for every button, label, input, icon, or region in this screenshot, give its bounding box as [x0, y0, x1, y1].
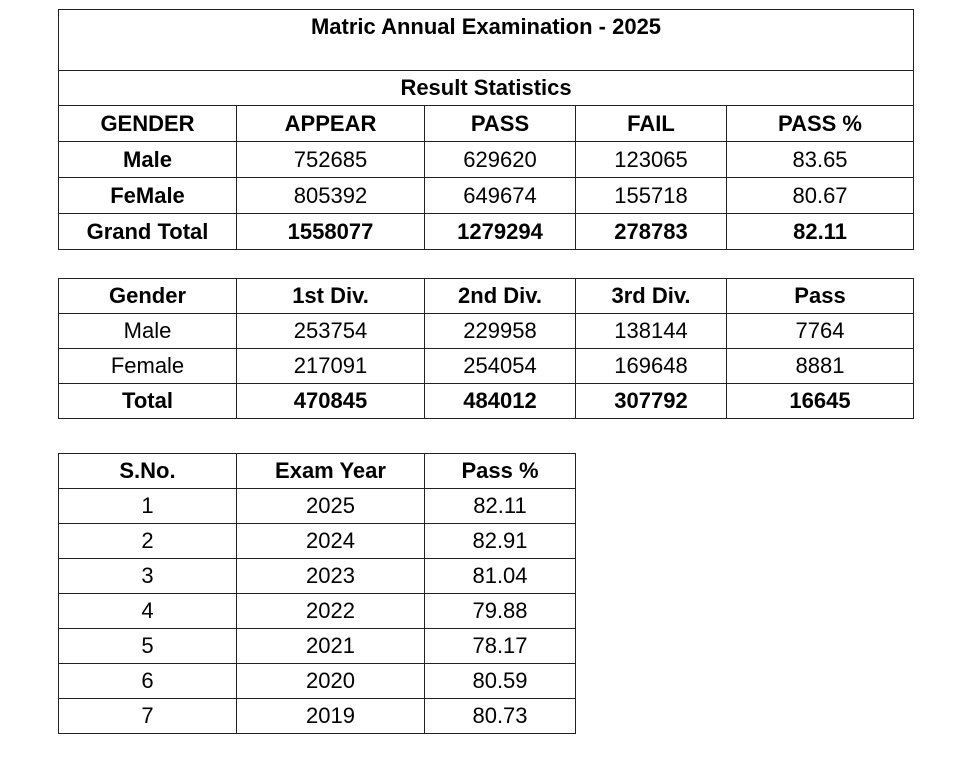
table-cell: 2023	[236, 558, 425, 594]
table-cell: 229958	[424, 313, 576, 349]
table-row: 7 2019 80.73	[58, 698, 576, 734]
column-header: 3rd Div.	[575, 278, 727, 314]
table-cell: 16645	[726, 383, 914, 419]
table-cell: 752685	[236, 141, 425, 178]
table-cell: 80.73	[424, 698, 576, 734]
table-cell: 253754	[236, 313, 425, 349]
table-cell: 82.11	[424, 488, 576, 524]
table-cell: 81.04	[424, 558, 576, 594]
table-cell: 7764	[726, 313, 914, 349]
table-cell: 470845	[236, 383, 425, 419]
column-header: Exam Year	[236, 453, 425, 489]
column-header: 1st Div.	[236, 278, 425, 314]
table-row: FeMale 805392 649674 155718 80.67	[58, 177, 915, 214]
table-row: Male 752685 629620 123065 83.65	[58, 141, 915, 178]
table-subtitle-row: Result Statistics	[57, 70, 915, 106]
result-statistics-heading: Result Statistics	[57, 70, 915, 106]
table-cell: 1279294	[424, 213, 576, 250]
column-header: FAIL	[575, 105, 727, 142]
column-header: 2nd Div.	[424, 278, 576, 314]
table-row: 5 2021 78.17	[58, 628, 576, 664]
table-cell: 155718	[575, 177, 727, 214]
table-cell: 2019	[236, 698, 425, 734]
table-cell: 6	[58, 663, 237, 699]
table-cell: 169648	[575, 348, 727, 384]
table-cell: 82.91	[424, 523, 576, 559]
table-title-row: Matric Annual Examination - 2025	[57, 9, 915, 71]
table-row: 6 2020 80.59	[58, 663, 576, 699]
column-header: Pass %	[424, 453, 576, 489]
table-cell: 278783	[575, 213, 727, 250]
table-cell: 2024	[236, 523, 425, 559]
row-label: Total	[58, 383, 237, 419]
header-row: S.No. Exam Year Pass %	[58, 453, 576, 489]
table-cell: 217091	[236, 348, 425, 384]
table-row: Female 217091 254054 169648 8881	[58, 348, 914, 384]
header-row: GENDER APPEAR PASS FAIL PASS %	[58, 105, 915, 142]
table-cell: 78.17	[424, 628, 576, 664]
table-cell: 138144	[575, 313, 727, 349]
table-cell: 484012	[424, 383, 576, 419]
column-header: PASS %	[725, 105, 915, 142]
table-cell: 4	[58, 593, 237, 629]
table-row: 4 2022 79.88	[58, 593, 576, 629]
table-cell: 82.11	[725, 213, 915, 250]
row-label: Grand Total	[58, 213, 237, 250]
division-table: Gender 1st Div. 2nd Div. 3rd Div. Pass M…	[58, 278, 914, 419]
row-label: Female	[58, 348, 237, 384]
total-row: Grand Total 1558077 1279294 278783 82.11	[58, 213, 915, 250]
table-cell: 80.59	[424, 663, 576, 699]
column-header: Pass	[726, 278, 914, 314]
table-cell: 83.65	[725, 141, 915, 178]
table-cell: 2025	[236, 488, 425, 524]
table-cell: 7	[58, 698, 237, 734]
column-header: APPEAR	[236, 105, 425, 142]
table-cell: 2022	[236, 593, 425, 629]
table-cell: 79.88	[424, 593, 576, 629]
table-cell: 629620	[424, 141, 576, 178]
yearly-pass-table: S.No. Exam Year Pass % 1 2025 82.11 2 20…	[58, 453, 576, 734]
table-cell: 1558077	[236, 213, 425, 250]
table-cell: 1	[58, 488, 237, 524]
row-label: Male	[58, 141, 237, 178]
column-header: Gender	[58, 278, 237, 314]
table-cell: 80.67	[725, 177, 915, 214]
column-header: PASS	[424, 105, 576, 142]
table-cell: 5	[58, 628, 237, 664]
row-label: FeMale	[58, 177, 237, 214]
exam-title: Matric Annual Examination - 2025	[57, 9, 915, 71]
table-cell: 2021	[236, 628, 425, 664]
table-cell: 123065	[575, 141, 727, 178]
total-row: Total 470845 484012 307792 16645	[58, 383, 914, 419]
table-cell: 2020	[236, 663, 425, 699]
table-row: 1 2025 82.11	[58, 488, 576, 524]
table-row: Male 253754 229958 138144 7764	[58, 313, 914, 349]
result-statistics-table: Matric Annual Examination - 2025 Result …	[57, 9, 915, 250]
table-cell: 307792	[575, 383, 727, 419]
table-row: 3 2023 81.04	[58, 558, 576, 594]
column-header: S.No.	[58, 453, 237, 489]
table-cell: 3	[58, 558, 237, 594]
row-label: Male	[58, 313, 237, 349]
table-row: 2 2024 82.91	[58, 523, 576, 559]
table-cell: 2	[58, 523, 237, 559]
header-row: Gender 1st Div. 2nd Div. 3rd Div. Pass	[58, 278, 914, 314]
table-cell: 254054	[424, 348, 576, 384]
table-cell: 649674	[424, 177, 576, 214]
column-header: GENDER	[58, 105, 237, 142]
table-cell: 805392	[236, 177, 425, 214]
table-cell: 8881	[726, 348, 914, 384]
